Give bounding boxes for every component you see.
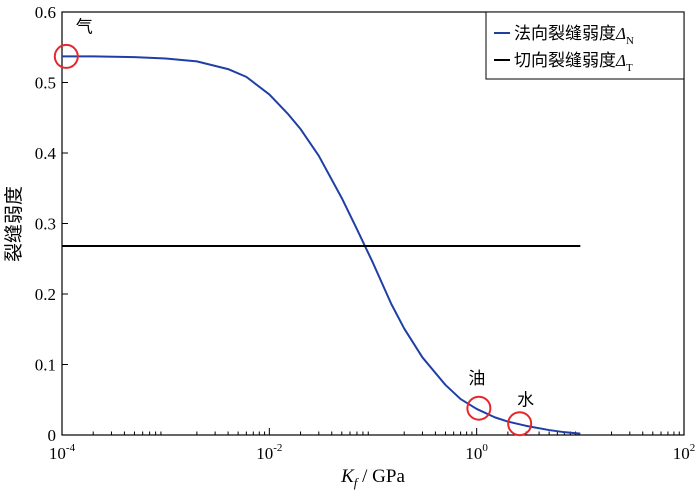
series-normal-weakness-line <box>62 55 581 435</box>
legend-box <box>485 11 685 80</box>
y-axis-title: 裂缝弱度 <box>3 186 25 262</box>
annotation-marker <box>507 411 533 437</box>
y-tick-label: 0.5 <box>35 74 56 93</box>
annotation-marker <box>53 43 79 69</box>
x-tick-label: 102 <box>673 442 696 463</box>
x-tick-label: 10-4 <box>49 442 76 463</box>
y-tick-label: 0.3 <box>35 215 56 234</box>
y-tick-label: 0.6 <box>35 3 56 22</box>
y-tick-label: 0 <box>48 426 57 445</box>
x-tick-label: 10-2 <box>256 442 282 463</box>
annotation-label: 气 <box>76 17 93 37</box>
axis-ticks: 0 0.1 0.2 0.3 0.4 0.5 0.6 10-4 10-2 100 102 <box>35 3 696 463</box>
y-tick-label: 0.4 <box>35 144 57 163</box>
legend: 法向裂缝弱度ΔN 切向裂缝弱度ΔT <box>485 11 685 80</box>
series-layer <box>62 55 581 435</box>
y-tick-label: 0.2 <box>35 285 56 304</box>
y-tick-label: 0.1 <box>35 356 56 375</box>
annotation-marker <box>466 395 492 421</box>
x-tick-label: 100 <box>465 442 488 463</box>
legend-label-normal: 法向裂缝弱度ΔN <box>514 24 634 47</box>
legend-label-tangential: 切向裂缝弱度ΔT <box>514 51 633 74</box>
x-axis-title: Kf / GPa <box>340 466 405 490</box>
annotation-label: 水 <box>517 391 534 411</box>
annotation-label: 油 <box>468 369 485 389</box>
annotation-layer: 气油水 <box>53 17 534 437</box>
